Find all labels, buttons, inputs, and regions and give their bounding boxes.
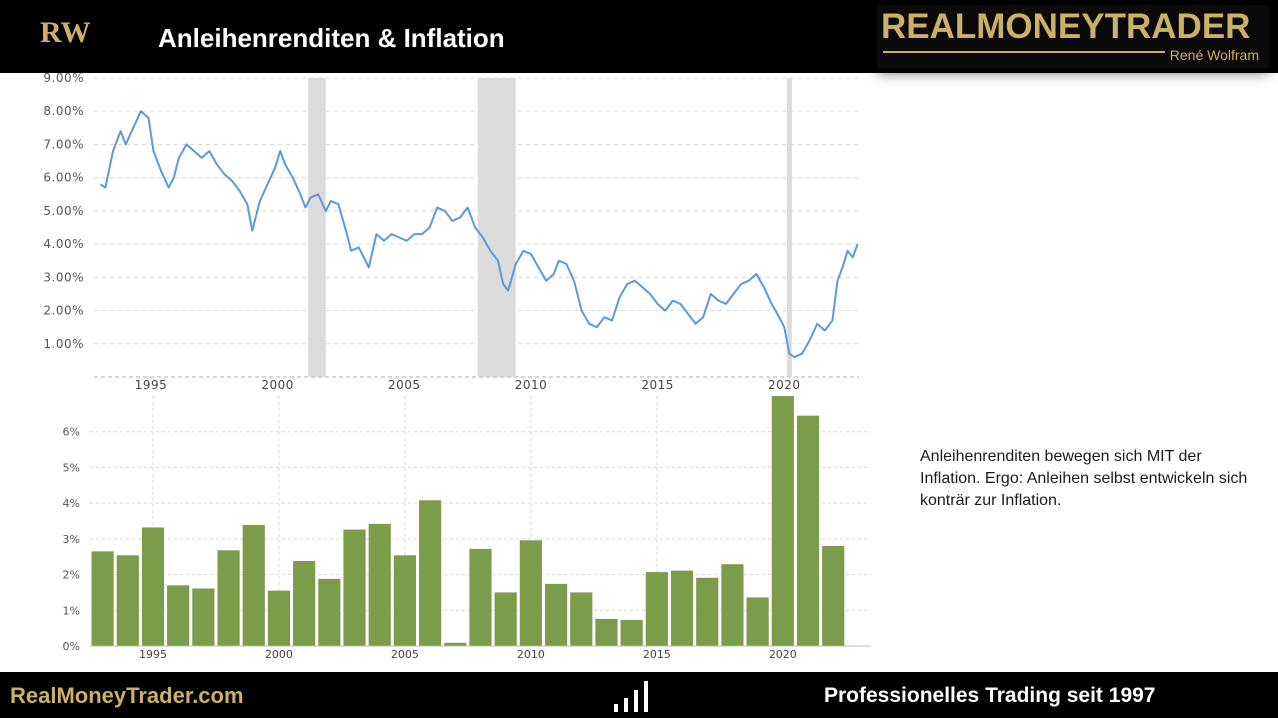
recession-band <box>477 78 516 377</box>
x-tick-label: 1995 <box>139 648 167 661</box>
y-tick-label: 5% <box>63 461 80 474</box>
inflation-bar <box>544 583 568 646</box>
inflation-bar <box>419 500 442 646</box>
inflation-bar <box>620 619 643 646</box>
footer-tagline: Professionelles Trading seit 1997 <box>824 684 1156 707</box>
x-tick-label: 1995 <box>135 378 168 392</box>
inflation-bar <box>267 590 291 646</box>
inflation-bar <box>343 529 366 646</box>
x-tick-label: 2000 <box>265 648 293 661</box>
x-tick-label: 2020 <box>769 648 797 661</box>
inflation-bar <box>167 585 190 646</box>
inflation-bar <box>91 551 114 646</box>
y-tick-label: 4.00% <box>43 237 84 251</box>
brand-logo: REALMONEYTRADER René Wolfram <box>877 5 1269 68</box>
y-tick-label: 3.00% <box>43 270 84 284</box>
inflation-bar <box>469 548 492 646</box>
y-tick-label: 1.00% <box>43 337 84 351</box>
x-tick-label: 2020 <box>768 378 801 392</box>
inflation-bar <box>368 523 391 646</box>
footer-bar: RealMoneyTrader.com Professionelles Trad… <box>0 672 1278 718</box>
inflation-bar <box>822 546 845 646</box>
inflation-bar <box>141 527 165 646</box>
y-tick-label: 9.00% <box>43 73 84 85</box>
y-tick-label: 6% <box>63 426 80 439</box>
y-tick-label: 2% <box>63 569 80 582</box>
inflation-bar <box>721 564 744 646</box>
y-tick-label: 8.00% <box>43 104 84 118</box>
bond-yield-line-chart: 9.00% 8.00% 7.00% 6.00% 5.00% 4.00% 3.00% 2.00%… <box>43 73 859 392</box>
brand-name: REALMONEYTRADER <box>881 7 1251 46</box>
y-tick-label: 0% <box>63 640 80 653</box>
x-tick-label: 2010 <box>517 648 545 661</box>
recession-band <box>786 78 792 377</box>
inflation-bar <box>696 577 719 646</box>
commentary-text: Anleihenrenditen bewegen sich MIT der In… <box>920 448 1248 509</box>
y-tick-label: 2.00% <box>43 304 84 318</box>
x-tick-label: 2010 <box>515 378 548 392</box>
footer-site-link[interactable]: RealMoneyTrader.com <box>10 683 244 708</box>
x-tick-label: 2015 <box>643 648 671 661</box>
bar-chart-icon <box>614 681 648 712</box>
y-tick-label: 5.00% <box>43 204 84 218</box>
y-tick-label: 3% <box>63 533 80 546</box>
inflation-bar <box>242 524 265 646</box>
inflation-bar <box>746 597 769 646</box>
inflation-bar <box>318 578 341 646</box>
recession-band <box>308 78 326 377</box>
inflation-bar <box>796 415 820 646</box>
inflation-bar <box>116 555 139 646</box>
inflation-bar <box>519 540 542 646</box>
brand-divider <box>883 51 1165 53</box>
inflation-bar <box>645 572 668 646</box>
x-tick-label: 2015 <box>641 378 674 392</box>
y-tick-label: 1% <box>63 604 80 617</box>
inflation-bar <box>293 561 316 646</box>
y-tick-label: 6.00% <box>43 171 84 185</box>
x-tick-label: 2005 <box>391 648 419 661</box>
inflation-bar <box>494 592 517 646</box>
inflation-bar <box>217 550 240 646</box>
slide-title: Anleihenrenditen & Inflation <box>158 23 505 53</box>
logo-letter-r: RW <box>40 16 90 49</box>
inflation-bar-chart: 0% 1% 2% 3% 4% 5% 6% 1995 2000 2005 2010 2015 2020 <box>63 396 871 661</box>
yield-series-line <box>99 110 859 359</box>
y-tick-label: 4% <box>63 497 80 510</box>
inflation-bar <box>570 592 593 646</box>
inflation-bar <box>595 618 618 646</box>
inflation-bar <box>393 555 417 646</box>
inflation-bar <box>444 642 467 646</box>
inflation-bar <box>670 570 694 646</box>
inflation-bar <box>192 588 215 646</box>
x-tick-label: 2005 <box>388 378 421 392</box>
header-bar: RW Anleihenrenditen & Inflation REALMONE… <box>0 0 1278 73</box>
brand-subtitle: René Wolfram <box>1169 47 1259 63</box>
x-tick-label: 2000 <box>261 378 294 392</box>
rw-logo-icon: RW <box>40 16 90 49</box>
y-tick-label: 7.00% <box>43 137 84 151</box>
inflation-bar <box>771 396 794 646</box>
